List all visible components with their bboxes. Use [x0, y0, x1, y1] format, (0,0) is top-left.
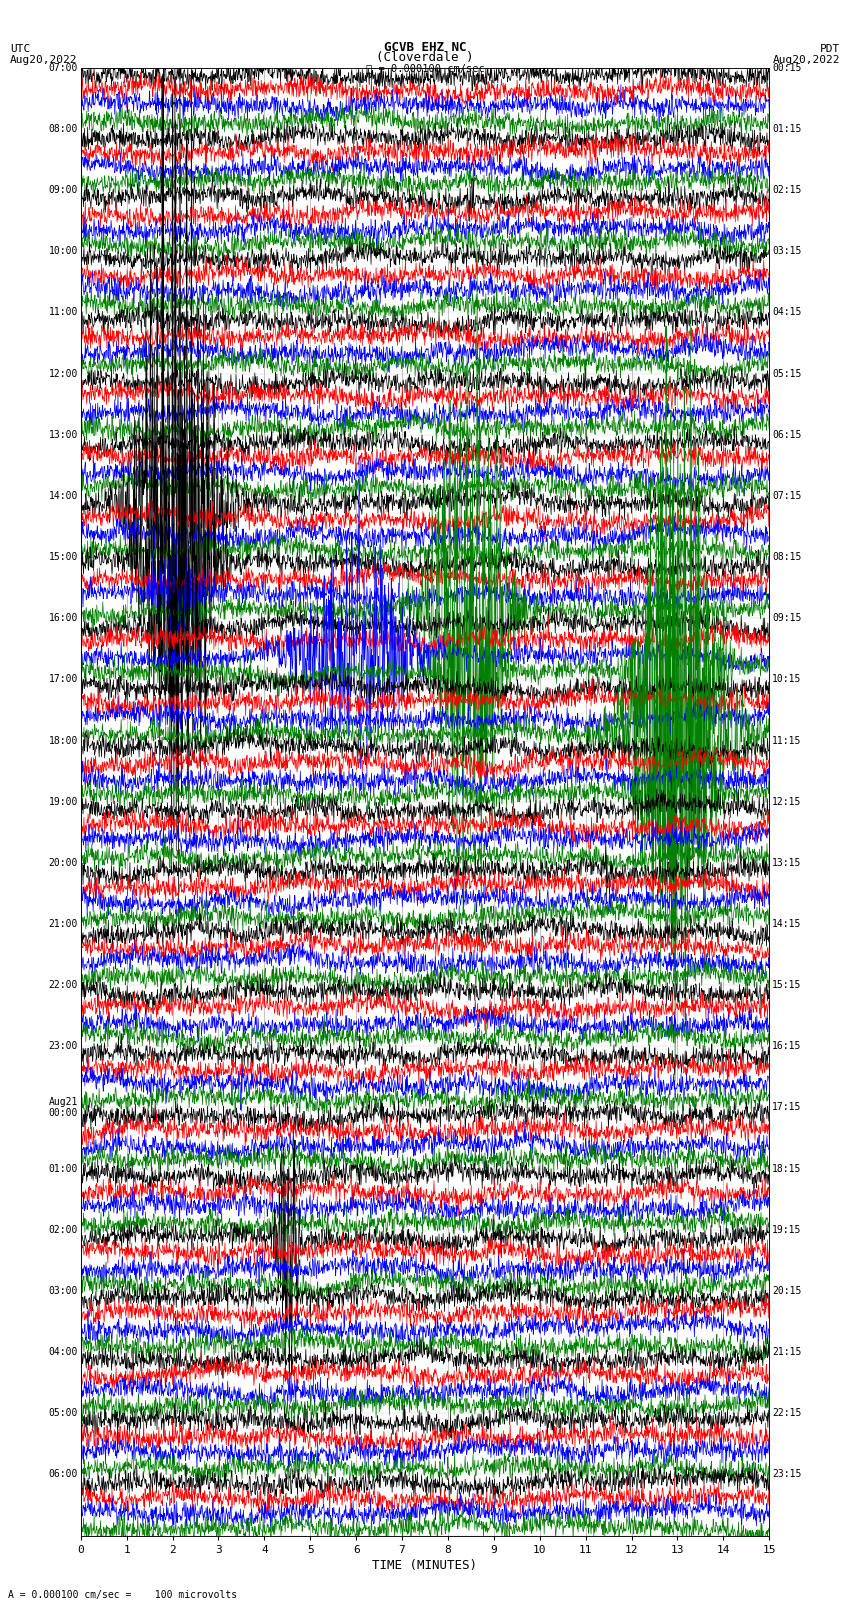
- X-axis label: TIME (MINUTES): TIME (MINUTES): [372, 1558, 478, 1571]
- Text: UTC: UTC: [10, 44, 31, 53]
- Text: A = 0.000100 cm/sec =    100 microvolts: A = 0.000100 cm/sec = 100 microvolts: [8, 1590, 238, 1600]
- Text: Aug20,2022: Aug20,2022: [773, 55, 840, 65]
- Text: ℓ = 0.000100 cm/sec: ℓ = 0.000100 cm/sec: [366, 63, 484, 73]
- Text: GCVB EHZ NC: GCVB EHZ NC: [383, 40, 467, 53]
- Text: PDT: PDT: [819, 44, 840, 53]
- Text: (Cloverdale ): (Cloverdale ): [377, 50, 473, 65]
- Text: Aug20,2022: Aug20,2022: [10, 55, 77, 65]
